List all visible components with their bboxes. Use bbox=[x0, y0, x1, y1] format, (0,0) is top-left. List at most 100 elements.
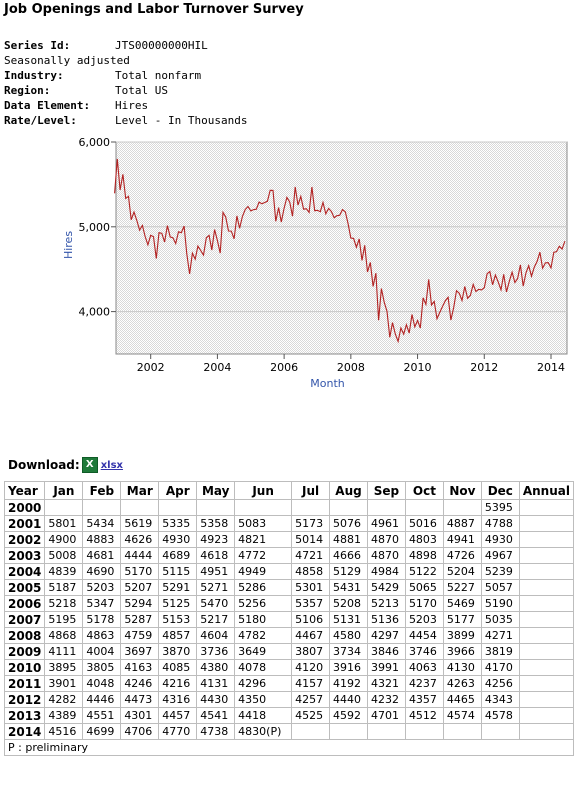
table-cell: 5218 bbox=[44, 595, 84, 612]
table-cell: 4446 bbox=[82, 691, 122, 708]
table-cell: 4465 bbox=[442, 691, 482, 708]
table-cell: 5431 bbox=[329, 579, 368, 596]
table-cell: 5801 bbox=[44, 515, 84, 532]
table-cell bbox=[329, 499, 368, 516]
table-cell: 4296 bbox=[234, 675, 293, 692]
table-cell: 4216 bbox=[158, 675, 198, 692]
hires-line-chart: 4,000 5,000 6,000 2002 2004 2006 2008 2010 2012… bbox=[62, 136, 568, 390]
table-cell: 3736 bbox=[196, 643, 236, 660]
series-line-hires bbox=[114, 158, 566, 344]
table-cell: 3697 bbox=[120, 643, 160, 660]
table-cell: 4738 bbox=[196, 723, 236, 740]
table-row: 2010 3895 3805 4163 4085 4380 4078 4120 3916 3991… bbox=[3, 659, 574, 676]
table-cell bbox=[196, 499, 236, 516]
table-cell: 3895 bbox=[44, 659, 84, 676]
table-cell: 4863 bbox=[82, 627, 122, 644]
industry-value: Total nonfarm bbox=[115, 69, 202, 82]
table-cell bbox=[518, 627, 574, 644]
footnote-row: P : preliminary bbox=[4, 739, 574, 756]
table-cell: 4467 bbox=[291, 627, 331, 644]
table-cell bbox=[366, 723, 406, 740]
table-cell bbox=[366, 499, 406, 516]
column-header-mar: Mar bbox=[120, 481, 160, 500]
table-cell: 5195 bbox=[44, 611, 84, 628]
table-cell: 4923 bbox=[196, 531, 236, 548]
table-cell bbox=[518, 675, 574, 692]
row-year: 2003 bbox=[3, 547, 46, 564]
grid-lines bbox=[116, 141, 567, 313]
table-cell: 5291 bbox=[158, 579, 198, 596]
table-cell: 5008 bbox=[44, 547, 84, 564]
table-cell: 5294 bbox=[120, 595, 160, 612]
table-cell bbox=[518, 579, 574, 596]
table-cell bbox=[404, 723, 444, 740]
table-cell: 5217 bbox=[196, 611, 236, 628]
table-cell: 5357 bbox=[291, 595, 331, 612]
table-cell: 5136 bbox=[366, 611, 406, 628]
table-cell: 5106 bbox=[291, 611, 331, 628]
table-cell: 4163 bbox=[120, 659, 160, 676]
table-row: 2002 4900 4883 4626 4930 4923 4821 5014 4881 4870… bbox=[3, 531, 574, 548]
y-tick-label: 5,000 bbox=[79, 221, 111, 234]
table-cell: 3807 bbox=[291, 643, 331, 660]
table-cell: 4984 bbox=[366, 563, 406, 580]
y-axis: 4,000 5,000 6,000 bbox=[79, 136, 116, 319]
table-cell: 5271 bbox=[196, 579, 236, 596]
excel-icon[interactable]: X bbox=[81, 457, 98, 473]
table-cell: 4930 bbox=[480, 531, 520, 548]
region-label: Region: bbox=[4, 84, 51, 97]
table-cell: 5153 bbox=[158, 611, 198, 628]
row-year: 2014 bbox=[3, 723, 46, 740]
table-cell: 5122 bbox=[404, 563, 444, 580]
table-cell: 5170 bbox=[404, 595, 444, 612]
column-header-may: May bbox=[196, 481, 236, 500]
table-cell bbox=[158, 499, 198, 516]
table-cell: 3649 bbox=[234, 643, 293, 660]
table-cell: 4512 bbox=[404, 707, 444, 724]
table-cell bbox=[518, 531, 574, 548]
table-cell: 4131 bbox=[196, 675, 236, 692]
column-header-sep: Sep bbox=[366, 481, 406, 500]
table-cell: 4870 bbox=[366, 531, 406, 548]
table-cell: 4440 bbox=[329, 691, 368, 708]
x-tick-label: 2014 bbox=[537, 361, 565, 374]
row-year: 2004 bbox=[3, 563, 46, 580]
table-cell: 4111 bbox=[44, 643, 84, 660]
table-body: 2000 5395 2001 5801 5434 5619 5335 5358 5083 5173… bbox=[3, 499, 574, 756]
data-element-label: Data Element: bbox=[4, 99, 91, 112]
table-cell: 4770 bbox=[158, 723, 198, 740]
table-cell: 4701 bbox=[366, 707, 406, 724]
table-row: 2008 4868 4863 4759 4857 4604 4782 4467 4580 4297… bbox=[3, 627, 574, 644]
table-header-row: Year Jan Feb Mar Apr May Jun Jul Aug Sep Oct Nov Dec… bbox=[3, 481, 574, 500]
adjustment-row: Seasonally adjusted bbox=[4, 53, 247, 68]
table-row: 2009 4111 4004 3697 3870 3736 3649 3807 3734 3846… bbox=[3, 643, 574, 660]
table-cell: 5208 bbox=[329, 595, 368, 612]
table-cell: 3846 bbox=[366, 643, 406, 660]
table-cell: 4830(P) bbox=[234, 723, 293, 740]
table-cell: 4232 bbox=[366, 691, 406, 708]
table-cell: 4821 bbox=[234, 531, 293, 548]
table-cell: 4350 bbox=[234, 691, 293, 708]
xlsx-download-link[interactable]: xlsx bbox=[100, 459, 123, 471]
table-cell: 4839 bbox=[44, 563, 84, 580]
table-cell: 4316 bbox=[158, 691, 198, 708]
table-cell: 4949 bbox=[234, 563, 293, 580]
series-metadata: Series Id: JTS00000000HIL Seasonally adju… bbox=[4, 38, 247, 128]
table-cell: 5177 bbox=[442, 611, 482, 628]
table-cell: 5395 bbox=[480, 499, 520, 516]
table-cell: 4858 bbox=[291, 563, 331, 580]
table-cell: 4898 bbox=[404, 547, 444, 564]
table-cell bbox=[291, 723, 331, 740]
table-cell: 5287 bbox=[120, 611, 160, 628]
table-cell: 4578 bbox=[480, 707, 520, 724]
table-cell: 4444 bbox=[120, 547, 160, 564]
table-cell: 4004 bbox=[82, 643, 122, 660]
table-cell: 5207 bbox=[120, 579, 160, 596]
table-cell bbox=[404, 499, 444, 516]
table-cell: 4473 bbox=[120, 691, 160, 708]
table-cell: 3805 bbox=[82, 659, 122, 676]
table-cell: 4389 bbox=[44, 707, 84, 724]
table-cell: 5358 bbox=[196, 515, 236, 532]
x-tick-label: 2008 bbox=[337, 361, 365, 374]
table-cell: 4078 bbox=[234, 659, 293, 676]
